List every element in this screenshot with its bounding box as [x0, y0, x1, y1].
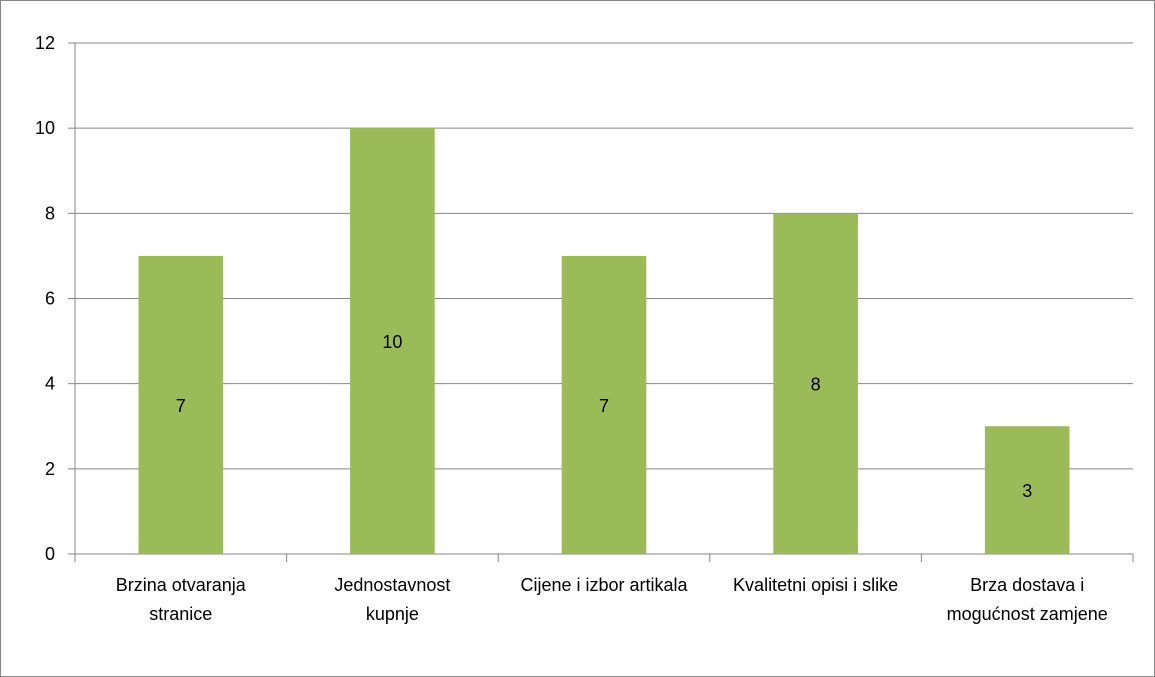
- bar: [984, 426, 1070, 554]
- bar: [773, 213, 858, 555]
- y-tick-label: 6: [45, 289, 55, 309]
- y-tick-label: 0: [45, 544, 55, 564]
- x-tick-label: Jednostavnost kupnje: [334, 575, 450, 624]
- x-tick-label: Brzina otvaranja stranice: [116, 575, 247, 624]
- y-tick-label: 8: [45, 203, 55, 223]
- bar: [138, 255, 224, 554]
- y-tick-label: 2: [45, 459, 55, 479]
- bar: [561, 255, 647, 554]
- bar: [350, 128, 435, 554]
- x-tick-label: Kvalitetni opisi i slike: [733, 575, 898, 595]
- y-tick-label: 12: [35, 33, 55, 53]
- data-label: 10: [382, 332, 402, 352]
- data-label: 3: [1022, 481, 1032, 501]
- data-label: 7: [176, 396, 186, 416]
- data-label: 7: [599, 396, 609, 416]
- y-tick-label: 4: [45, 374, 55, 394]
- data-label: 8: [811, 375, 821, 395]
- y-tick-label: 10: [35, 118, 55, 138]
- x-tick-label: Brza dostava i mogućnost zamjene: [947, 575, 1108, 624]
- x-tick-label: Cijene i izbor artikala: [520, 575, 688, 595]
